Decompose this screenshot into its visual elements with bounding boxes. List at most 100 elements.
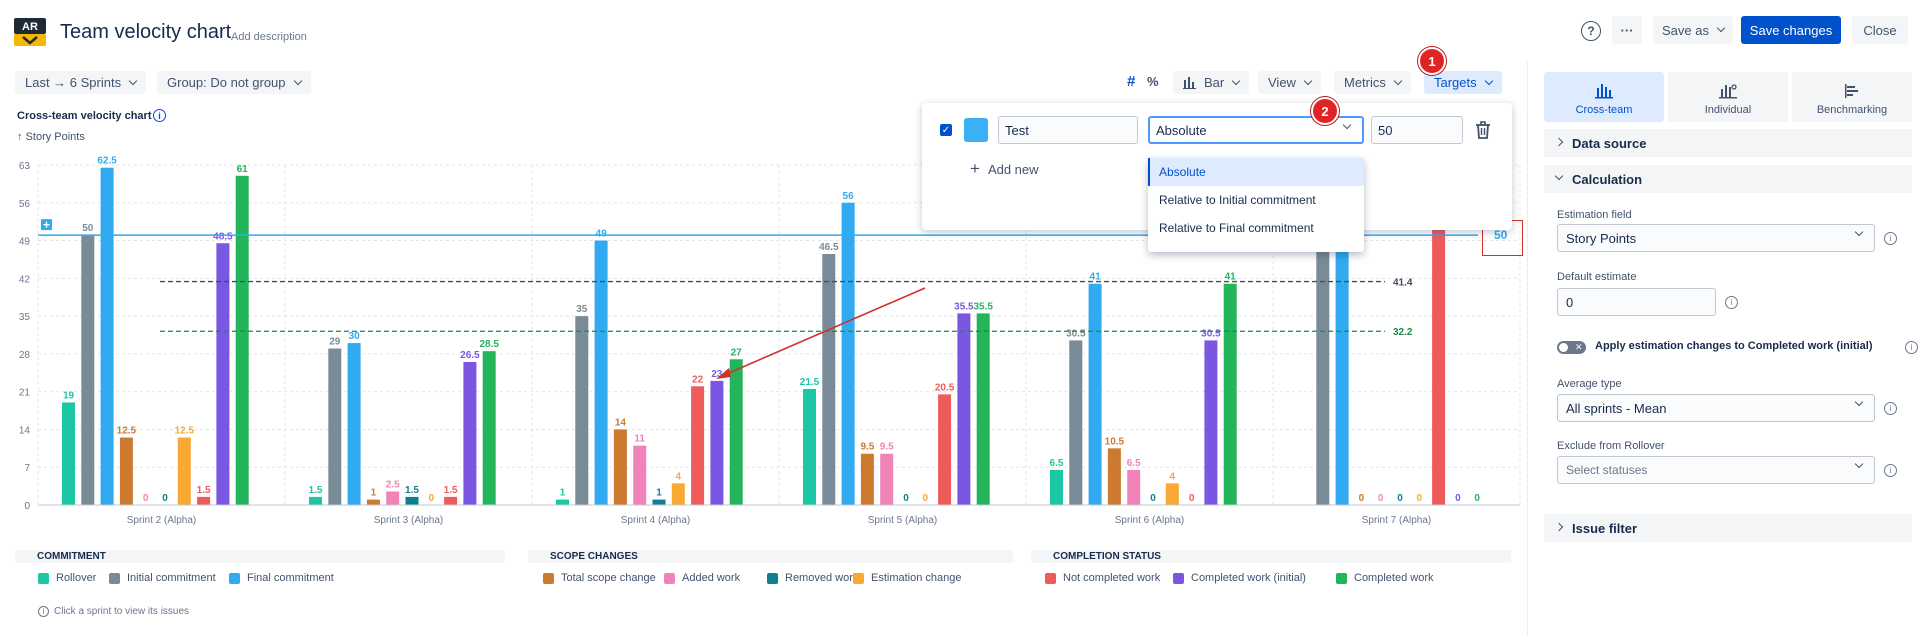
chart-bar[interactable]	[1050, 469, 1063, 505]
chart-bar[interactable]	[860, 453, 874, 505]
chart-bar[interactable]	[671, 483, 685, 505]
section-data-source[interactable]: Data source	[1544, 129, 1912, 157]
chart-bar[interactable]	[691, 386, 705, 505]
option-relative-initial[interactable]: Relative to Initial commitment	[1159, 193, 1316, 207]
add-description-link[interactable]: Add description	[231, 31, 307, 43]
tab-benchmarking[interactable]: Benchmarking	[1792, 72, 1912, 122]
chart-bar[interactable]	[1335, 240, 1349, 506]
legend-item[interactable]: Completed work	[1336, 572, 1433, 584]
chart-bar[interactable]	[463, 361, 477, 505]
x-tick-label[interactable]: Sprint 6 (Alpha)	[1115, 515, 1184, 526]
target-enabled-checkbox[interactable]: ✓	[940, 124, 952, 136]
chart-bar[interactable]	[652, 499, 666, 505]
chart-bar[interactable]	[1316, 240, 1330, 506]
info-icon[interactable]: i	[1905, 341, 1918, 354]
chart-bar[interactable]	[556, 499, 569, 505]
group-select[interactable]: Group: Do not group	[157, 71, 311, 94]
x-tick-label[interactable]: Sprint 2 (Alpha)	[127, 515, 196, 526]
tab-cross-team[interactable]: Cross-team	[1544, 72, 1664, 122]
view-menu-button[interactable]: View	[1258, 71, 1321, 94]
chart-bar[interactable]	[197, 496, 211, 505]
chart-bar[interactable]	[366, 499, 380, 505]
chart-bar[interactable]	[594, 240, 608, 506]
estimation-field-select[interactable]: Story Points	[1557, 224, 1875, 252]
x-tick-label[interactable]: Sprint 5 (Alpha)	[868, 515, 937, 526]
tab-individual[interactable]: Individual	[1668, 72, 1788, 122]
chart-bar[interactable]	[822, 254, 836, 505]
chart-bar[interactable]	[1432, 191, 1446, 505]
option-absolute[interactable]: Absolute	[1148, 158, 1364, 186]
target-color-picker[interactable]	[964, 118, 988, 142]
info-icon[interactable]: i	[1725, 296, 1738, 309]
chart-bar[interactable]	[119, 437, 133, 505]
legend-item[interactable]: Total scope change	[543, 572, 656, 584]
info-icon[interactable]: i	[1884, 402, 1897, 415]
target-name-input[interactable]	[998, 116, 1138, 144]
x-tick-label[interactable]: Sprint 7 (Alpha)	[1362, 515, 1431, 526]
info-icon[interactable]: i	[1884, 232, 1897, 245]
chart-bar[interactable]	[177, 437, 191, 505]
chart-bar[interactable]	[62, 402, 75, 505]
target-value-input[interactable]	[1371, 116, 1463, 144]
chart-bar[interactable]	[100, 167, 114, 505]
chart-bar[interactable]	[482, 351, 496, 505]
percent-values-toggle-icon[interactable]: %	[1147, 74, 1159, 89]
sprint-range-select[interactable]: Last → 6 Sprints	[15, 71, 147, 94]
legend-item[interactable]: Not completed work	[1045, 572, 1160, 584]
chart-bar[interactable]	[633, 445, 647, 505]
x-tick-label[interactable]: Sprint 4 (Alpha)	[621, 515, 690, 526]
chart-bar[interactable]	[729, 359, 743, 505]
chart-bar[interactable]	[710, 380, 724, 505]
average-type-select[interactable]: All sprints - Mean	[1557, 394, 1875, 422]
section-calculation[interactable]: Calculation	[1544, 165, 1912, 193]
legend-item[interactable]: Estimation change	[853, 572, 962, 584]
section-issue-filter[interactable]: Issue filter	[1544, 514, 1912, 542]
absolute-values-toggle-icon[interactable]: #	[1127, 73, 1136, 90]
chart-bar[interactable]	[575, 316, 589, 505]
help-icon[interactable]: ?	[1581, 21, 1601, 41]
chart-bar[interactable]	[1165, 483, 1179, 505]
chart-bar[interactable]	[347, 343, 361, 505]
chart-bar[interactable]	[216, 243, 230, 505]
trash-icon[interactable]	[1471, 118, 1495, 142]
target-type-select[interactable]: Absolute	[1148, 116, 1364, 144]
chart-bar[interactable]	[976, 313, 990, 505]
chart-bar[interactable]	[841, 202, 855, 505]
info-icon[interactable]: i	[1884, 464, 1897, 477]
legend-item[interactable]: Added work	[664, 572, 740, 584]
chart-bar[interactable]	[1127, 469, 1141, 505]
chart-bar[interactable]	[328, 348, 342, 505]
chart-bar[interactable]	[1088, 283, 1102, 505]
add-target-button[interactable]: + Add new	[970, 159, 1039, 179]
legend-item[interactable]: Rollover	[38, 572, 96, 584]
chart-bar[interactable]	[803, 388, 816, 505]
chart-bar[interactable]	[613, 429, 627, 505]
chart-bar[interactable]	[1107, 448, 1121, 505]
legend-item[interactable]: Initial commitment	[109, 572, 216, 584]
legend-item[interactable]: Final commitment	[229, 572, 334, 584]
chart-bar[interactable]	[386, 491, 400, 505]
chart-bar[interactable]	[957, 313, 971, 505]
save-as-button[interactable]: Save as	[1653, 16, 1733, 44]
targets-menu-button[interactable]: Targets	[1424, 71, 1502, 94]
metrics-menu-button[interactable]: Metrics	[1334, 71, 1411, 94]
estimation-changes-toggle[interactable]	[1557, 341, 1586, 354]
chart-bar[interactable]	[405, 496, 419, 505]
chart-bar[interactable]	[309, 496, 322, 505]
more-button[interactable]: ···	[1612, 16, 1642, 44]
chart-bar[interactable]	[444, 496, 458, 505]
chart-bar[interactable]	[235, 175, 249, 506]
chart-bar[interactable]	[81, 235, 95, 505]
info-icon[interactable]: i	[153, 109, 166, 122]
save-changes-button[interactable]: Save changes	[1741, 16, 1841, 44]
legend-item[interactable]: Completed work (initial)	[1173, 572, 1306, 584]
x-tick-label[interactable]: Sprint 3 (Alpha)	[374, 515, 443, 526]
chart-bar[interactable]	[1223, 283, 1237, 505]
legend-item[interactable]: Removed work	[767, 572, 858, 584]
chart-bar[interactable]	[1069, 340, 1083, 505]
chart-bar[interactable]	[880, 453, 894, 505]
chart-bar[interactable]	[938, 394, 952, 505]
default-estimate-input[interactable]	[1557, 288, 1716, 316]
option-relative-final[interactable]: Relative to Final commitment	[1159, 221, 1314, 235]
